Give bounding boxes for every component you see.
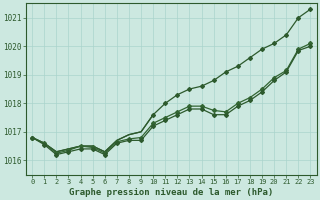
X-axis label: Graphe pression niveau de la mer (hPa): Graphe pression niveau de la mer (hPa) [69,188,274,197]
